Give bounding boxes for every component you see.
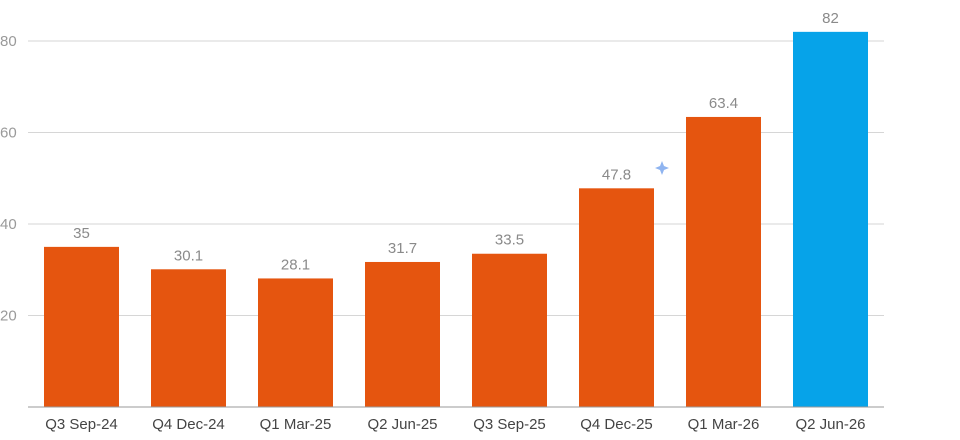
bar [151,269,226,407]
x-tick-label: Q3 Sep-24 [45,416,118,433]
y-tick-label: 80 [0,33,17,50]
bar [365,261,440,407]
y-tick-label: 20 [0,308,17,325]
x-tick-label: Q4 Dec-24 [152,416,225,433]
y-tick-label: 40 [0,216,17,233]
data-label: 82 [822,10,839,27]
data-label: 47.8 [602,166,631,183]
x-tick-label: Q1 Mar-26 [688,416,760,433]
y-tick-label: 60 [0,125,17,142]
data-label: 33.5 [495,232,524,249]
sparkle-icon [655,161,669,175]
x-tick-label: Q2 Jun-26 [795,416,865,433]
data-labels: 35 30.1 28.1 31.7 33.5 47.8 63.4 82 [73,10,839,274]
bar [686,116,761,407]
bar [579,188,654,407]
bar [793,31,868,407]
x-tick-label: Q4 Dec-25 [580,416,653,433]
x-tick-label: Q3 Sep-25 [473,416,546,433]
y-axis-ticks: 20 40 60 80 [0,33,17,325]
data-label: 30.1 [174,247,203,264]
x-axis-labels: Q3 Sep-24 Q4 Dec-24 Q1 Mar-25 Q2 Jun-25 Q3 S… [45,416,865,433]
data-label: 35 [73,225,90,242]
x-tick-label: Q1 Mar-25 [260,416,332,433]
data-label: 63.4 [709,95,738,112]
bar [258,278,333,407]
data-label: 31.7 [388,240,417,257]
bars [44,31,868,407]
x-tick-label: Q2 Jun-25 [367,416,437,433]
bar [44,246,119,407]
bar [472,253,547,407]
data-label: 28.1 [281,256,310,273]
